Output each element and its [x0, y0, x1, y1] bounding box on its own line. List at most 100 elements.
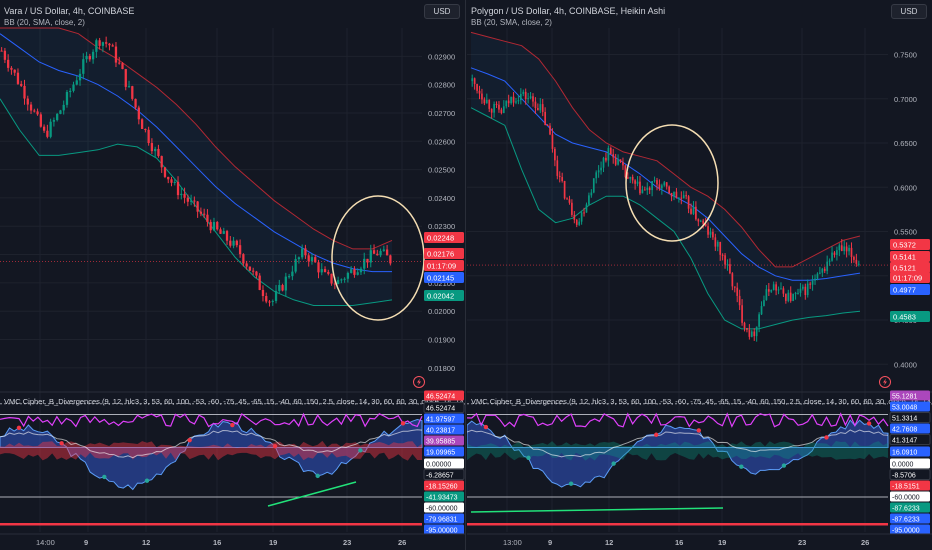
- candle-body[interactable]: [799, 288, 802, 293]
- candle-body[interactable]: [641, 189, 644, 194]
- candle-body[interactable]: [595, 172, 598, 179]
- candle-body[interactable]: [216, 222, 219, 230]
- candle-body[interactable]: [16, 72, 20, 84]
- signal-dot[interactable]: [781, 463, 787, 468]
- candle-body[interactable]: [704, 223, 707, 227]
- alert-icon[interactable]: [879, 376, 891, 388]
- signal-dot[interactable]: [358, 448, 363, 453]
- candle-body[interactable]: [784, 293, 787, 301]
- candle-body[interactable]: [678, 197, 680, 199]
- candle-body[interactable]: [551, 134, 554, 149]
- candle-body[interactable]: [712, 231, 714, 238]
- candle-body[interactable]: [561, 177, 564, 182]
- annotation-ellipse[interactable]: [625, 124, 719, 242]
- candle-body[interactable]: [46, 130, 49, 137]
- candle-body[interactable]: [653, 180, 656, 182]
- polygon-chart-svg[interactable]: 0.75000.70000.65000.60000.55000.50000.45…: [467, 0, 932, 550]
- candle-body[interactable]: [500, 109, 503, 114]
- right-chart-pane[interactable]: 0.75000.70000.65000.60000.55000.50000.45…: [467, 0, 932, 550]
- candle-body[interactable]: [39, 114, 42, 127]
- candle-body[interactable]: [763, 300, 765, 307]
- candle-body[interactable]: [549, 125, 551, 135]
- candle-body[interactable]: [554, 148, 556, 161]
- candle-body[interactable]: [346, 272, 350, 279]
- candle-body[interactable]: [333, 283, 336, 285]
- candle-body[interactable]: [663, 182, 666, 186]
- candle-body[interactable]: [580, 212, 583, 222]
- candle-body[interactable]: [317, 262, 320, 273]
- candle-body[interactable]: [821, 268, 824, 273]
- candle-body[interactable]: [809, 283, 812, 285]
- candle-body[interactable]: [512, 96, 515, 103]
- candle-body[interactable]: [707, 226, 709, 235]
- candle-body[interactable]: [802, 286, 804, 289]
- candle-body[interactable]: [379, 250, 382, 256]
- candle-body[interactable]: [105, 42, 108, 44]
- candle-body[interactable]: [668, 186, 670, 194]
- candle-body[interactable]: [278, 285, 281, 291]
- signal-dot[interactable]: [824, 435, 829, 440]
- candle-body[interactable]: [131, 86, 134, 99]
- candle-body[interactable]: [831, 252, 833, 261]
- candle-body[interactable]: [731, 273, 734, 287]
- candle-body[interactable]: [607, 147, 610, 161]
- candle-body[interactable]: [614, 157, 617, 165]
- candle-body[interactable]: [473, 78, 476, 85]
- candle-body[interactable]: [493, 104, 495, 113]
- candle-body[interactable]: [697, 219, 700, 222]
- candle-body[interactable]: [522, 91, 525, 94]
- candle-body[interactable]: [498, 104, 500, 110]
- signal-dot[interactable]: [611, 461, 616, 466]
- candle-body[interactable]: [690, 208, 692, 214]
- candle-body[interactable]: [848, 247, 850, 252]
- candle-body[interactable]: [583, 212, 585, 214]
- candle-body[interactable]: [556, 160, 559, 176]
- candle-body[interactable]: [206, 214, 209, 222]
- signal-dot[interactable]: [866, 421, 872, 426]
- candle-body[interactable]: [20, 83, 23, 86]
- candle-body[interactable]: [753, 331, 756, 337]
- candle-body[interactable]: [648, 187, 651, 191]
- candle-body[interactable]: [685, 195, 688, 197]
- candle-body[interactable]: [794, 292, 797, 295]
- candle-body[interactable]: [741, 305, 743, 323]
- candle-body[interactable]: [203, 213, 206, 215]
- candle-body[interactable]: [65, 92, 69, 105]
- candle-body[interactable]: [488, 99, 491, 109]
- candle-body[interactable]: [767, 289, 770, 292]
- candle-body[interactable]: [600, 167, 602, 171]
- candle-body[interactable]: [232, 240, 235, 246]
- candle-body[interactable]: [59, 110, 62, 114]
- candle-body[interactable]: [376, 253, 379, 256]
- candle-body[interactable]: [485, 99, 488, 104]
- candle-body[interactable]: [797, 292, 799, 294]
- candle-body[interactable]: [150, 143, 154, 152]
- candle-body[interactable]: [127, 86, 131, 88]
- alert-icon[interactable]: [413, 376, 425, 388]
- signal-dot[interactable]: [187, 437, 192, 443]
- candle-body[interactable]: [838, 245, 841, 251]
- candle-body[interactable]: [340, 279, 343, 281]
- candle-body[interactable]: [855, 259, 858, 264]
- candle-body[interactable]: [840, 245, 843, 251]
- candle-body[interactable]: [495, 104, 498, 106]
- candle-body[interactable]: [597, 170, 600, 173]
- candle-body[interactable]: [673, 191, 675, 197]
- candle-body[interactable]: [297, 257, 301, 260]
- candle-body[interactable]: [372, 250, 376, 254]
- signal-dot[interactable]: [400, 421, 406, 426]
- candle-body[interactable]: [3, 50, 7, 60]
- candle-body[interactable]: [144, 128, 147, 130]
- signal-dot[interactable]: [59, 441, 64, 446]
- candle-body[interactable]: [682, 195, 685, 199]
- candle-body[interactable]: [699, 220, 702, 222]
- candle-body[interactable]: [255, 271, 258, 276]
- candle-body[interactable]: [575, 219, 578, 225]
- candle-body[interactable]: [10, 67, 13, 70]
- candle-body[interactable]: [481, 93, 483, 100]
- candle-body[interactable]: [304, 248, 307, 256]
- candle-body[interactable]: [183, 193, 186, 198]
- left-chart-pane[interactable]: 0.02900 0.02800 0.02700 0.02600 0.02500 0.024…: [0, 0, 466, 550]
- candle-body[interactable]: [478, 90, 481, 94]
- signal-dot[interactable]: [568, 481, 574, 486]
